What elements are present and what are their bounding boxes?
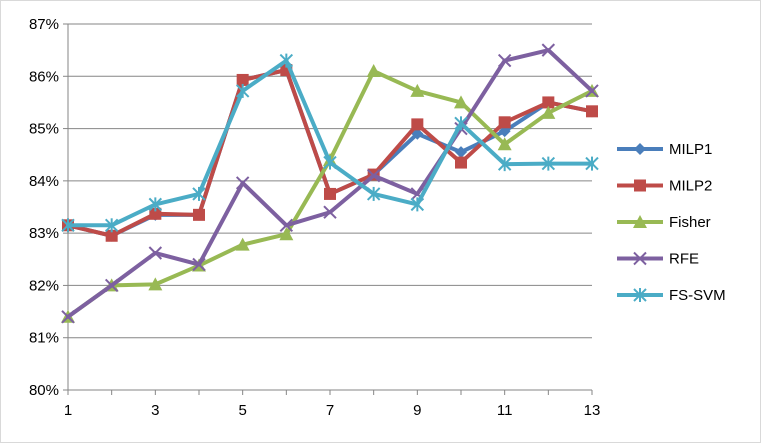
data-point-fs-svm — [192, 186, 206, 201]
data-point-milp2 — [411, 118, 424, 131]
y-tick-label: 86% — [29, 68, 59, 85]
data-point-milp2 — [455, 156, 467, 169]
data-point-rfe — [279, 218, 294, 233]
data-point-fisher — [541, 105, 556, 119]
data-point-milp2 — [236, 73, 249, 86]
data-point-milp1 — [455, 146, 467, 159]
legend-label: FS-SVM — [669, 287, 726, 304]
legend-label: Fisher — [669, 214, 711, 231]
data-point-fisher — [497, 137, 512, 151]
legend-marker — [633, 251, 647, 266]
data-point-fs-svm — [410, 197, 425, 212]
data-point-fs-svm — [366, 186, 381, 201]
data-point-milp2 — [324, 187, 336, 200]
legend-marker — [633, 215, 647, 228]
data-point-milp2 — [193, 208, 205, 221]
legend-marker — [634, 179, 646, 192]
data-point-fs-svm — [454, 116, 468, 131]
series-rfe — [61, 43, 599, 324]
x-tick-label: 13 — [584, 402, 601, 419]
data-point-milp2 — [498, 116, 511, 129]
data-point-fisher — [148, 277, 163, 291]
series-lines — [61, 43, 599, 324]
legend-marker — [633, 288, 647, 302]
data-point-rfe — [148, 246, 163, 260]
legend-item-fisher: Fisher — [617, 214, 711, 231]
y-tick-label: 84% — [29, 173, 59, 190]
legend-item-rfe: RFE — [617, 251, 699, 268]
data-point-fs-svm — [104, 218, 119, 233]
series-line-rfe — [66, 48, 594, 319]
data-point-milp2 — [586, 105, 598, 118]
data-point-rfe — [497, 53, 512, 68]
legend-item-fs-svm: FS-SVM — [617, 287, 726, 304]
x-tick-label: 1 — [64, 402, 72, 419]
data-point-fs-svm — [279, 53, 294, 68]
data-point-milp2 — [149, 207, 162, 220]
data-point-rfe — [235, 176, 250, 190]
data-point-milp2 — [105, 229, 118, 242]
x-tick-label: 7 — [326, 402, 334, 419]
data-point-fs-svm — [541, 156, 556, 171]
series-fs-svm — [61, 53, 599, 233]
data-point-fisher — [410, 83, 425, 97]
series-milp1 — [62, 64, 598, 242]
legend-label: MILP1 — [669, 141, 712, 158]
x-tick-label: 9 — [413, 402, 421, 419]
data-point-fs-svm — [235, 83, 250, 98]
y-tick-label: 82% — [29, 277, 59, 294]
y-tick-label: 80% — [29, 382, 59, 399]
data-point-rfe — [541, 43, 556, 57]
series-line-fs-svm — [66, 58, 594, 228]
axes: 80%81%82%83%84%85%86%87%1 3 5 7 9 11 13 — [29, 16, 600, 419]
data-point-fisher — [454, 95, 468, 109]
data-point-fs-svm — [497, 157, 512, 172]
x-tick-label: 3 — [151, 402, 159, 419]
data-point-milp2 — [542, 96, 555, 109]
legend-marker — [634, 143, 646, 155]
data-point-rfe — [366, 168, 381, 183]
data-point-rfe — [192, 257, 206, 272]
data-point-rfe — [61, 310, 75, 324]
series-milp2 — [62, 64, 598, 242]
legend-label: MILP2 — [669, 178, 712, 195]
data-point-fisher — [235, 237, 250, 251]
data-point-rfe — [104, 278, 119, 293]
y-tick-label: 83% — [29, 225, 59, 242]
data-point-rfe — [323, 205, 337, 219]
y-tick-label: 81% — [29, 330, 59, 347]
legend-label: RFE — [669, 251, 699, 268]
x-tick-label: 5 — [238, 402, 246, 419]
legend-item-milp1: MILP1 — [617, 141, 712, 158]
data-point-fisher — [279, 227, 294, 241]
y-tick-label: 85% — [29, 121, 59, 138]
data-point-fs-svm — [148, 197, 163, 212]
data-point-rfe — [585, 84, 599, 98]
legend: MILP1 MILP2 Fisher RFE FS-SVM — [617, 141, 726, 304]
data-point-fisher — [366, 64, 381, 78]
legend-item-milp2: MILP2 — [617, 178, 712, 195]
data-point-fs-svm — [61, 218, 75, 233]
data-point-fs-svm — [323, 155, 337, 170]
data-point-fs-svm — [585, 156, 599, 171]
y-tick-label: 87% — [29, 16, 59, 33]
x-tick-label: 11 — [497, 402, 513, 419]
